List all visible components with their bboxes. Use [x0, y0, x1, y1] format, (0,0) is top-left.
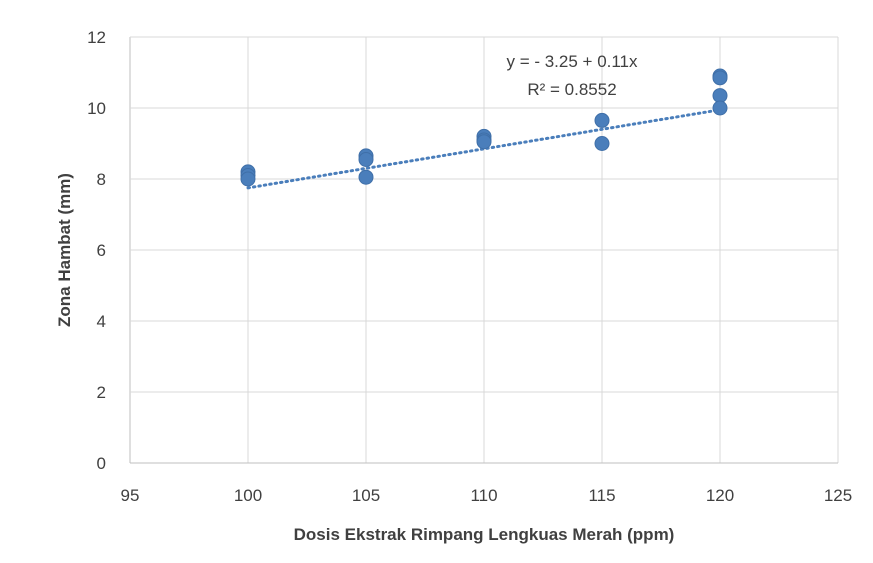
x-tick-label: 115: [588, 486, 615, 505]
y-tick-label: 2: [97, 383, 106, 402]
y-tick-label: 6: [97, 241, 106, 260]
x-tick-label: 105: [352, 486, 380, 505]
data-point: [712, 70, 728, 86]
x-tick-label: 95: [121, 486, 140, 505]
data-point: [240, 171, 256, 187]
data-point: [594, 136, 610, 151]
x-axis-title: Dosis Ekstrak Rimpang Lengkuas Merah (pp…: [294, 525, 675, 544]
r-squared-label: R² = 0.8552: [527, 80, 616, 99]
x-tick-label: 100: [234, 486, 262, 505]
grid: [129, 36, 839, 464]
y-tick-label: 8: [97, 170, 106, 189]
data-point: [358, 169, 374, 185]
data-points: [240, 68, 728, 187]
y-axis-ticks: 0 2 4 6 8 10 12: [87, 28, 106, 473]
x-tick-label: 120: [706, 486, 734, 505]
data-point: [476, 134, 492, 150]
y-tick-label: 4: [97, 312, 106, 331]
y-tick-label: 10: [87, 99, 106, 118]
x-tick-label: 110: [470, 486, 497, 505]
y-axis-title: Zona Hambat (mm): [55, 173, 74, 327]
data-point: [712, 100, 728, 116]
trendline-equation: y = - 3.25 + 0.11x: [506, 52, 638, 71]
data-point: [712, 88, 728, 104]
y-tick-label: 12: [87, 28, 106, 47]
data-point: [358, 151, 374, 167]
y-tick-label: 0: [97, 454, 106, 473]
x-axis-ticks: 95 100 105 110 115 120 125: [121, 486, 853, 505]
x-tick-label: 125: [824, 486, 852, 505]
data-point: [594, 112, 610, 128]
